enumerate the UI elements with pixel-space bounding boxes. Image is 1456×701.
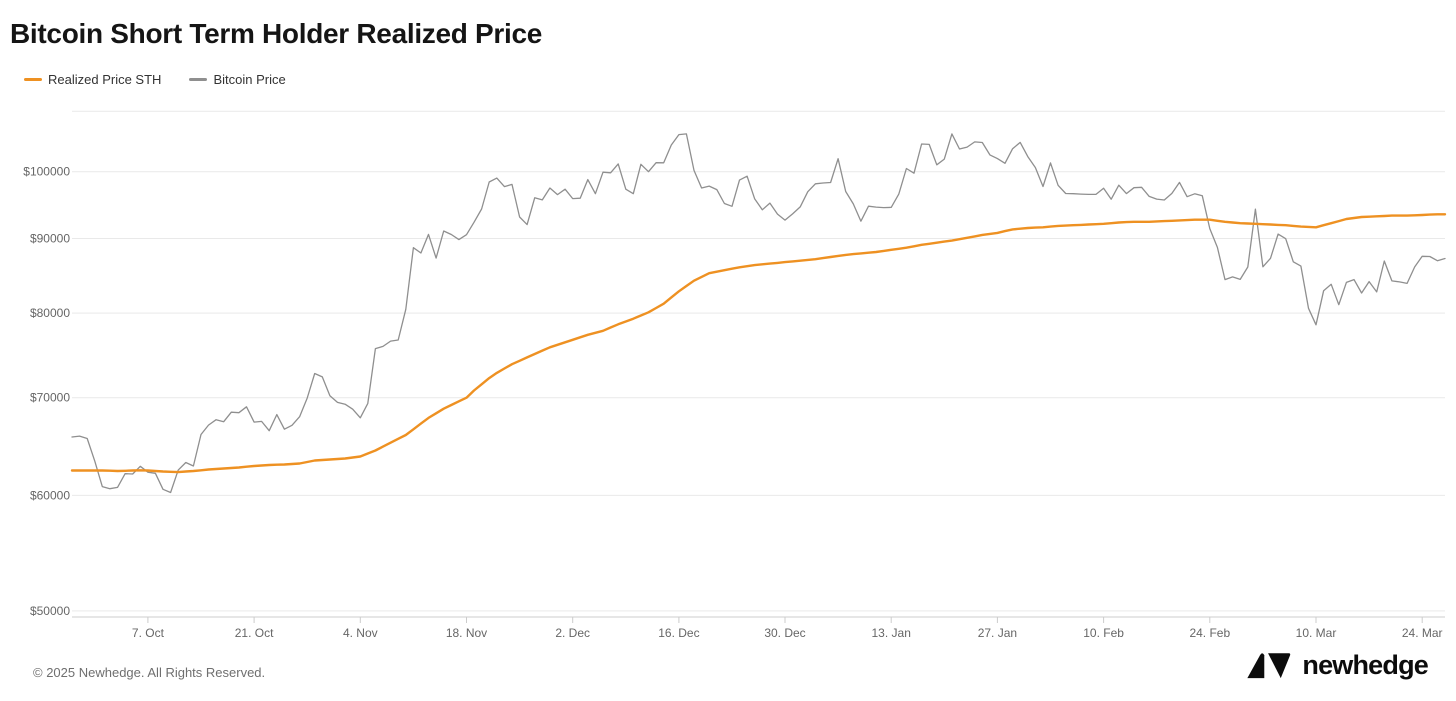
- legend-label: Realized Price STH: [48, 72, 162, 87]
- x-axis-label: 27. Jan: [978, 626, 1017, 640]
- chart-legend: Realized Price STH Bitcoin Price: [24, 72, 286, 87]
- y-axis-label: $90000: [30, 232, 70, 246]
- legend-item-bitcoin-price[interactable]: Bitcoin Price: [189, 72, 286, 87]
- newhedge-logo-icon: [1247, 653, 1291, 679]
- x-axis-label: 10. Mar: [1296, 626, 1337, 640]
- x-axis-label: 30. Dec: [764, 626, 805, 640]
- x-axis-label: 7. Oct: [132, 626, 165, 640]
- x-axis-label: 4. Nov: [343, 626, 378, 640]
- legend-swatch-bitcoin-price: [189, 78, 208, 81]
- x-axis-label: 2. Dec: [555, 626, 590, 640]
- newhedge-logo-text: newhedge: [1302, 649, 1428, 680]
- x-axis-label: 10. Feb: [1083, 626, 1124, 640]
- copyright-text: © 2025 Newhedge. All Rights Reserved.: [33, 665, 266, 680]
- x-axis-label: 21. Oct: [235, 626, 274, 640]
- y-axis-label: $50000: [30, 604, 70, 618]
- y-axis-label: $70000: [30, 391, 70, 405]
- y-axis-label: $100000: [23, 165, 70, 179]
- x-axis-label: 24. Mar: [1402, 626, 1443, 640]
- x-axis-label: 16. Dec: [658, 626, 699, 640]
- legend-label: Bitcoin Price: [213, 72, 286, 87]
- legend-swatch-realized-price-sth: [24, 78, 42, 81]
- series-line-realized-price-sth[interactable]: [70, 213, 1447, 474]
- y-axis-label: $60000: [30, 488, 70, 502]
- newhedge-logo: newhedge: [1244, 649, 1429, 681]
- x-axis-label: 24. Feb: [1189, 626, 1230, 640]
- y-axis-label: $80000: [30, 306, 70, 320]
- legend-item-realized-price-sth[interactable]: Realized Price STH: [24, 72, 161, 87]
- page-title: Bitcoin Short Term Holder Realized Price: [10, 18, 543, 49]
- x-axis-label: 13. Jan: [872, 626, 911, 640]
- x-axis-label: 18. Nov: [446, 626, 487, 640]
- series-line-bitcoin-price[interactable]: [71, 133, 1446, 494]
